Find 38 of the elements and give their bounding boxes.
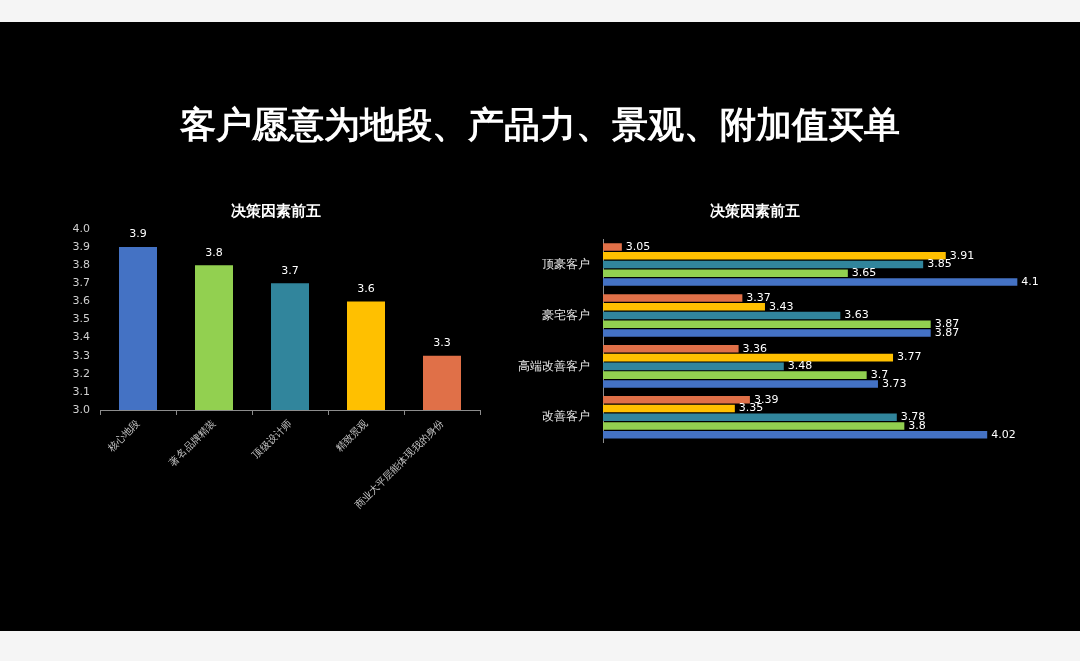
y-tick-label: 3.0	[72, 402, 90, 416]
y-tick-label: 高端改善客户	[518, 358, 590, 373]
data-label: 3.3	[433, 336, 451, 350]
x-tick-label: 顶级设计师	[250, 417, 294, 461]
y-tick-label: 3.9	[72, 239, 90, 253]
y-tick-label: 3.1	[72, 384, 90, 398]
data-label: 3.65	[851, 266, 877, 280]
data-label: 4.02	[991, 427, 1016, 441]
data-label: 3.9	[129, 227, 147, 241]
text: 客户愿意为地段、产品力、景观、附加值买单	[179, 103, 901, 147]
chart-title: 决策因素前五	[710, 201, 800, 220]
y-tick-label: 3.6	[72, 294, 90, 308]
data-label: 3.6	[357, 281, 375, 295]
data-label: 3.37	[746, 290, 771, 304]
y-tick-label: 顶豪客户	[542, 256, 590, 271]
data-label: 3.8	[205, 245, 223, 259]
data-label: 3.05	[625, 239, 651, 253]
data-label: 3.43	[768, 299, 794, 313]
y-tick-label: 4.0	[72, 221, 90, 235]
data-label: 3.36	[742, 341, 768, 355]
y-tick-label: 3.5	[72, 312, 90, 326]
data-label: 3.91	[949, 248, 975, 262]
y-tick-label: 3.4	[72, 330, 90, 344]
chart-title: 决策因素前五	[231, 201, 321, 220]
y-tick-label: 3.3	[72, 348, 90, 362]
y-tick-label: 3.8	[72, 258, 90, 272]
y-tick-label: 改善客户	[542, 409, 590, 424]
data-label: 3.77	[897, 350, 922, 364]
x-tick-label: 精致景观	[333, 417, 370, 454]
y-tick-label: 豪宅客户	[542, 307, 590, 322]
x-tick-label: 核心地段	[104, 417, 142, 455]
x-tick-label: 著名品牌精装	[167, 417, 218, 468]
data-label: 3.63	[844, 308, 869, 322]
data-label: 3.48	[787, 359, 813, 373]
y-tick-label: 3.2	[72, 366, 90, 380]
data-label: 3.7	[281, 263, 299, 277]
y-tick-label: 3.7	[72, 276, 90, 290]
data-label: 4.1	[1021, 274, 1039, 288]
